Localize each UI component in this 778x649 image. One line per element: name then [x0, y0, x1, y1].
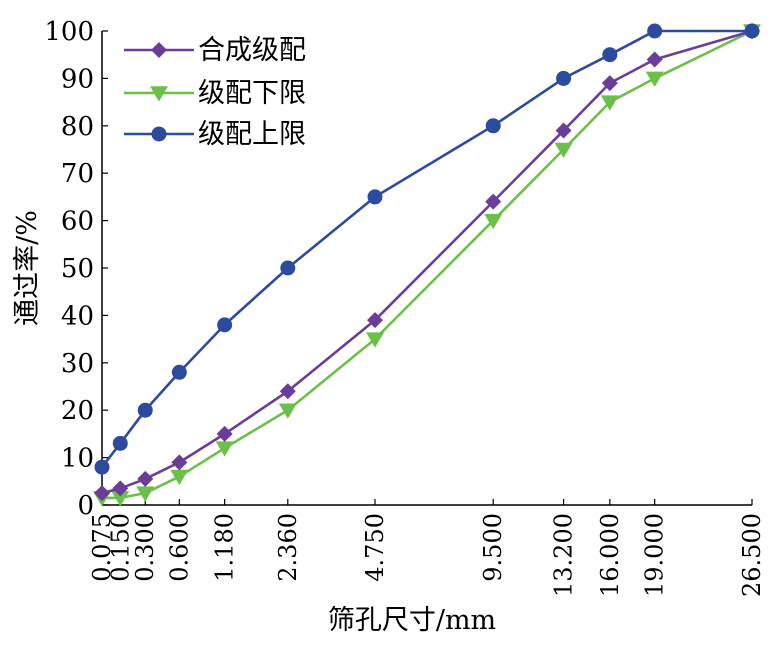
x-tick-label: 19.000 [641, 513, 669, 597]
legend-label-1: 级配下限 [198, 78, 306, 109]
data-point [137, 470, 154, 487]
x-tick-label: 16.000 [596, 513, 624, 597]
x-axis-label: 筛孔尺寸/mm [328, 605, 496, 636]
data-point [554, 142, 573, 159]
legend-marker-2 [151, 126, 167, 142]
x-tick-label: 0.150 [106, 513, 134, 582]
data-point [367, 189, 383, 205]
y-tick-label: 100 [44, 17, 94, 47]
legend-label-2: 级配上限 [198, 119, 306, 150]
data-point [170, 469, 189, 486]
y-tick-label: 10 [61, 444, 94, 474]
y-axis-ticks: 0 10 20 30 40 50 60 70 80 90 100 [44, 17, 108, 521]
x-tick-label: 13.200 [550, 513, 578, 597]
data-point [646, 51, 663, 68]
x-tick-label: 2.360 [274, 513, 302, 582]
data-point [112, 480, 129, 497]
legend-label-0: 合成级配 [198, 35, 306, 66]
series-group [93, 23, 761, 507]
y-tick-label: 0 [77, 491, 94, 521]
data-point [645, 71, 664, 87]
y-axis-label: 通过率/% [12, 210, 43, 326]
data-point [556, 70, 572, 86]
data-point [365, 332, 384, 348]
x-tick-label: 9.500 [479, 513, 507, 582]
y-tick-label: 60 [61, 207, 94, 237]
y-tick-label: 30 [61, 349, 94, 379]
data-point [94, 459, 110, 475]
data-point [216, 425, 233, 442]
data-point [136, 486, 155, 502]
data-point [111, 491, 130, 507]
data-point [647, 23, 663, 39]
data-point [485, 193, 502, 210]
data-point [94, 485, 110, 502]
y-tick-label: 70 [61, 159, 94, 189]
legend-marker-0 [151, 42, 167, 58]
y-tick-label: 40 [61, 301, 94, 331]
data-point [112, 435, 128, 451]
x-tick-label: 26.500 [738, 513, 766, 597]
legend-marker-1 [150, 86, 168, 102]
y-tick-label: 20 [61, 396, 94, 426]
data-point [171, 364, 187, 380]
data-point [171, 454, 188, 471]
data-point [602, 47, 618, 63]
data-point [601, 75, 618, 92]
data-point [485, 118, 501, 134]
y-tick-label: 50 [61, 254, 94, 284]
data-point [555, 122, 572, 139]
x-tick-label: 0.075 [88, 513, 116, 582]
y-tick-label: 80 [61, 112, 94, 142]
data-point [744, 23, 760, 39]
data-point [280, 260, 296, 276]
x-tick-label: 0.300 [131, 513, 159, 582]
data-point [600, 95, 619, 111]
data-point [217, 317, 233, 333]
x-tick-label: 1.180 [211, 513, 239, 582]
data-point [137, 402, 153, 418]
y-tick-label: 90 [61, 64, 94, 94]
x-tick-label: 0.600 [165, 513, 193, 582]
data-point [278, 403, 297, 419]
data-point [484, 213, 503, 230]
x-tick-label: 4.750 [361, 513, 389, 582]
data-point [279, 383, 296, 400]
data-point [215, 441, 234, 457]
data-point [366, 312, 383, 329]
